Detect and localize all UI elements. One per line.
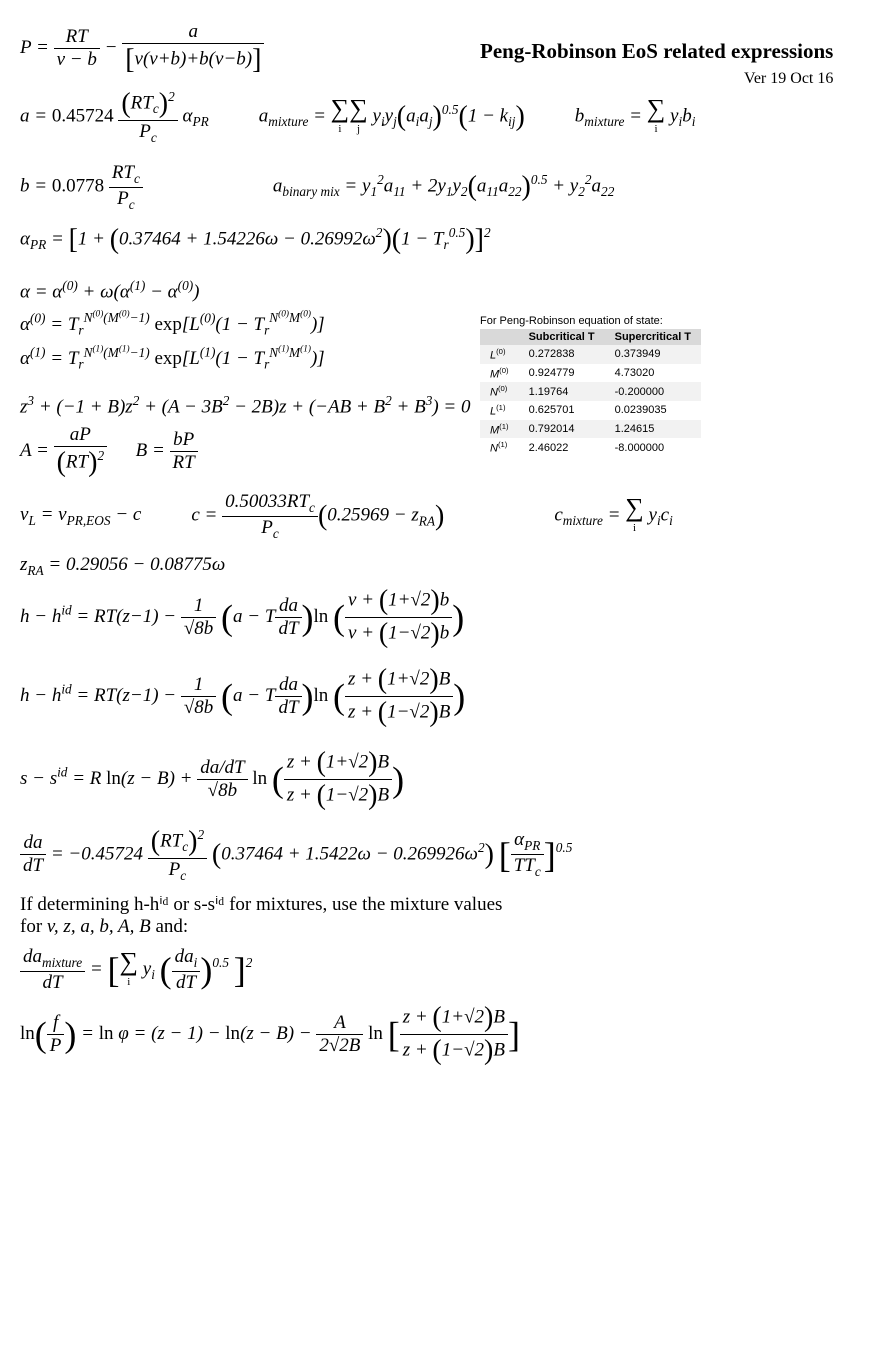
eq-da-mixture: damixturedT = [∑i yi (daidT)0.5 ]2 <box>20 946 864 994</box>
eq-zRA: zRA = 0.29056 − 0.08775ω <box>20 554 864 579</box>
eq-alpha1: α(1) = TrN(1)(M(1)−1) exp[L(1)(1 − TrN(1… <box>20 344 864 373</box>
eq-fugacity: ln(fP) = ln φ = (z − 1) − ln(z − B) − A2… <box>20 1002 864 1067</box>
table-row: M(1)0.7920141.24615 <box>480 420 701 439</box>
eq-vL: vL = vPR,EOS − c <box>20 504 141 529</box>
eq-a-binary: abinary mix = y12a11 + 2y1y2(a11a22)0.5 … <box>273 171 614 203</box>
eq-cubic-z: z3 + (−1 + B)z2 + (A − 3B2 − 2B)z + (−AB… <box>20 393 864 418</box>
table-row: N(0)1.19764-0.200000 <box>480 382 701 401</box>
table-row: L(0)0.2728380.373949 <box>480 345 701 364</box>
eq-dadT: dadT = −0.45724 (RTc)2Pc (0.37464 + 1.54… <box>20 826 864 884</box>
table-row: M(0)0.9247794.73020 <box>480 364 701 383</box>
parameter-table: For Peng-Robinson equation of state: Sub… <box>480 315 701 457</box>
eq-c-mixture: cmixture = ∑i yici <box>554 498 672 534</box>
table-row: L(1)0.6257010.0239035 <box>480 401 701 420</box>
eq-c: c = 0.50033RTcPc(0.25969 − zRA) <box>191 491 444 542</box>
page-header: Peng-Robinson EoS related expressions Ve… <box>480 39 833 89</box>
eq-alpha0: α(0) = TrN(0)(M(0)−1) exp[L(0)(1 − TrN(0… <box>20 310 864 339</box>
eq-alpha-pr: αPR = [1 + (0.37464 + 1.54226ω − 0.26992… <box>20 224 864 256</box>
eq-AB: A = aP(RT)2 B = bPRT <box>20 424 864 479</box>
table-row: N(1)2.46022-8.000000 <box>480 438 701 457</box>
page-title: Peng-Robinson EoS related expressions <box>480 39 833 64</box>
eq-a: a = 0.45724 (RTc)2Pc αPR <box>20 88 209 146</box>
version-text: Ver 19 Oct 16 <box>744 70 833 87</box>
eq-h-hid-z: h − hid = RT(z−1) − 1√8b (a − TdadT)ln (… <box>20 664 864 729</box>
eq-alpha: α = α(0) + ω(α(1) − α(0)) <box>20 278 864 303</box>
eq-b-mixture: bmixture = ∑i yibi <box>575 99 696 135</box>
table-caption: For Peng-Robinson equation of state: <box>480 315 701 327</box>
table-header-row: Subcritical T Supercritical T <box>480 329 701 345</box>
eq-a-mixture: amixture = ∑i∑j yiyj(aiaj)0.5(1 − kij) <box>259 99 525 135</box>
mixture-note: If determining h-hⁱᵈ or s-sⁱᵈ for mixtur… <box>20 893 864 938</box>
eq-h-hid-v: h − hid = RT(z−1) − 1√8b (a − TdadT)ln (… <box>20 585 864 650</box>
eq-s-sid: s − sid = R ln(z − B) + da/dT√8b ln (z +… <box>20 747 864 812</box>
eq-b: b = 0.0778 RTcPc <box>20 162 143 213</box>
